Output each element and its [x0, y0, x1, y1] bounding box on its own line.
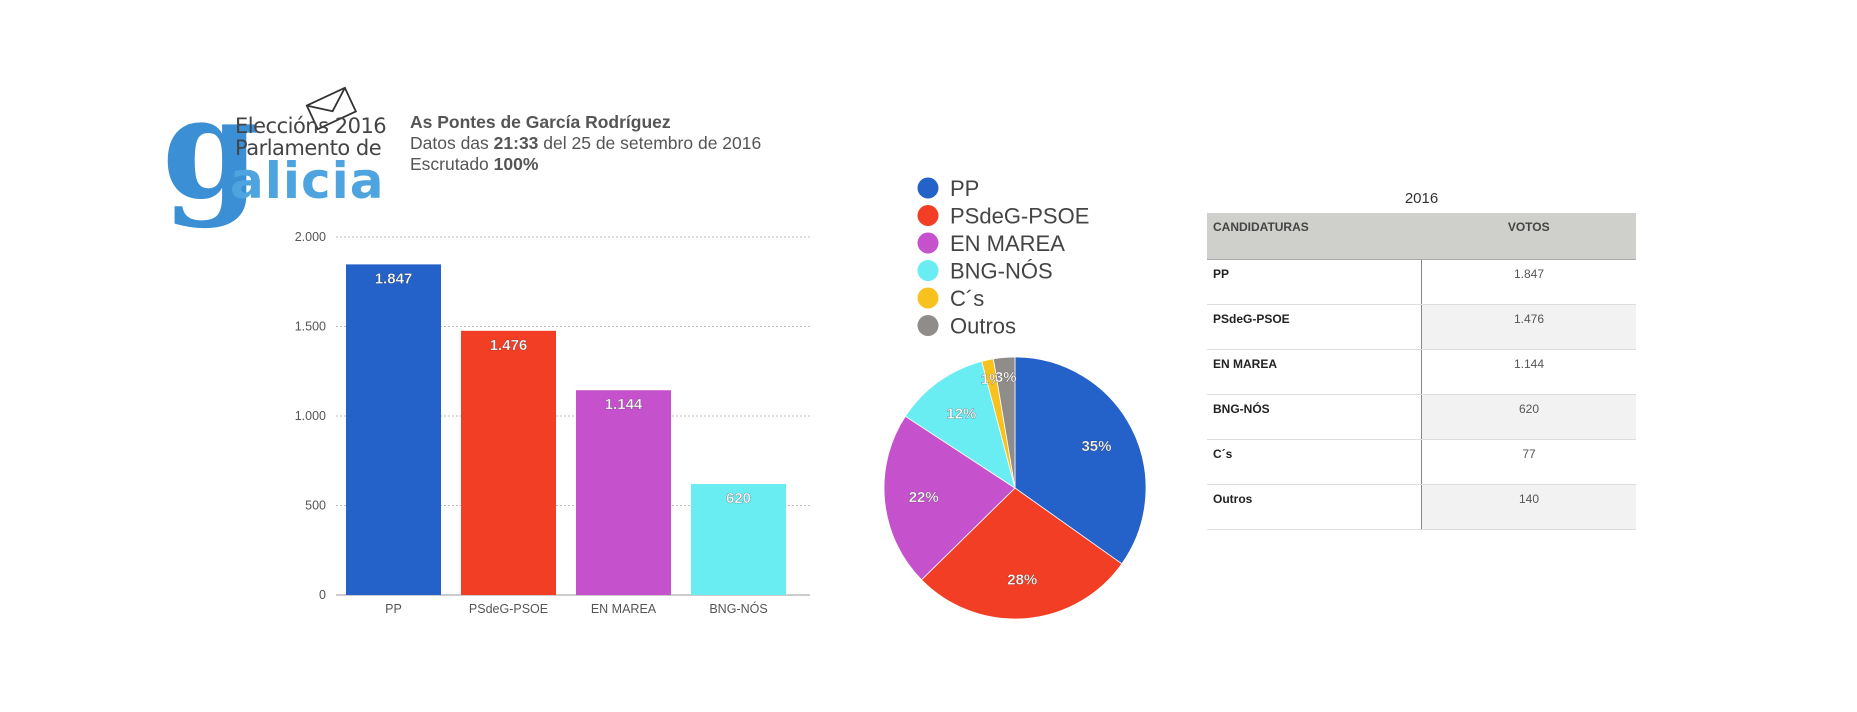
candidate-name: PSdeG-PSOE	[1207, 304, 1422, 350]
pie-percent-label: 35%	[1081, 438, 1111, 455]
table-row: PP 1.847	[1207, 259, 1636, 305]
bar-value-label: 1.847	[375, 270, 413, 287]
bar	[461, 330, 556, 595]
vote-count: 77	[1421, 439, 1636, 485]
legend-swatch	[917, 315, 939, 336]
y-tick-label: 2.000	[295, 230, 326, 244]
x-tick-label: BNG-NÓS	[709, 601, 767, 616]
legend-label: EN MAREA	[950, 231, 1065, 256]
legend-swatch	[917, 287, 939, 309]
table-row: BNG-NÓS 620	[1207, 394, 1636, 440]
scrutiny-value: 100%	[493, 154, 539, 174]
place-name: As Pontes de García Rodríguez	[410, 112, 671, 132]
votes-table: 2016 CANDIDATURAS VOTOS PP 1.847 PSdeG-PSO…	[1207, 190, 1636, 530]
table-row: C´s 77	[1207, 439, 1636, 485]
envelope-icon	[305, 86, 358, 131]
candidate-name: PP	[1207, 259, 1422, 305]
legend-label: Outros	[950, 314, 1016, 339]
legend-label: PSdeG-PSOE	[950, 204, 1089, 229]
pie-percent-label: 22%	[909, 489, 939, 506]
pie-slice	[1014, 356, 1147, 565]
y-tick-label: 0	[319, 588, 326, 602]
data-time-line: Datos das 21:33 del 25 de setembro de 20…	[410, 133, 761, 154]
data-time: 21:33	[493, 133, 539, 153]
candidate-name: EN MAREA	[1207, 349, 1422, 395]
table-row: Outros 140	[1207, 484, 1636, 530]
candidate-name: Outros	[1207, 484, 1422, 530]
x-tick-label: EN MAREA	[591, 602, 657, 616]
candidate-name: BNG-NÓS	[1207, 394, 1422, 440]
pie-percent-label: 28%	[1007, 571, 1037, 588]
pie-slice	[992, 356, 1016, 489]
bar-value-label: 1.144	[605, 396, 643, 413]
logo-line1: Eleccións 2016	[235, 114, 387, 138]
vote-count: 620	[1421, 394, 1636, 440]
pie-slice	[883, 415, 1016, 581]
scrutiny-line: Escrutado 100%	[410, 154, 761, 175]
y-tick-label: 500	[305, 499, 326, 513]
x-tick-label: PSdeG-PSOE	[469, 602, 548, 616]
pie-slice	[920, 487, 1123, 620]
pie-percent-label: 3%	[995, 369, 1017, 386]
x-tick-label: PP	[385, 602, 402, 616]
vote-count: 1.476	[1421, 304, 1636, 350]
vote-count: 1.847	[1421, 259, 1636, 305]
logo-line2: Parlamento de	[235, 136, 382, 160]
column-header-votos: VOTOS	[1421, 213, 1636, 260]
vote-count: 1.144	[1421, 349, 1636, 395]
pie-percent-label: 12%	[946, 406, 976, 423]
scrutiny-prefix: Escrutado	[410, 154, 494, 174]
logo-text: Eleccións 2016 Parlamento de	[235, 114, 387, 160]
table-header-row: CANDIDATURAS VOTOS	[1207, 213, 1636, 260]
legend-swatch	[917, 177, 939, 199]
legend-swatch	[917, 205, 939, 226]
results-table: CANDIDATURAS VOTOS PP 1.847 PSdeG-PSOE 1.47…	[1207, 213, 1636, 530]
bar	[576, 390, 671, 595]
bar-value-label: 1.476	[490, 337, 528, 354]
pie-slice	[904, 360, 1016, 489]
table-title: 2016	[1404, 190, 1439, 207]
data-suffix: del 25 de setembro de 2016	[538, 133, 762, 153]
data-prefix: Datos das	[410, 133, 494, 153]
bar	[691, 484, 786, 595]
vote-count: 140	[1421, 484, 1636, 530]
table-row: PSdeG-PSOE 1.476	[1207, 304, 1636, 350]
legend-swatch	[917, 232, 939, 254]
bar-value-label: 620	[726, 490, 751, 507]
bar	[346, 264, 441, 595]
y-tick-label: 1.500	[295, 320, 326, 334]
legend-label: BNG-NÓS	[950, 259, 1053, 284]
logo-g-letter: g	[162, 67, 260, 231]
candidate-name: C´s	[1207, 439, 1422, 485]
logo-brand: alicia	[230, 152, 385, 210]
y-tick-label: 1.000	[295, 409, 326, 423]
column-header-candidaturas: CANDIDATURAS	[1207, 213, 1422, 260]
table-row: EN MAREA 1.144	[1207, 349, 1636, 395]
legend-label: C´s	[950, 286, 984, 311]
votes-bar-chart: 0 500 1.000 1.500 2.000 1.847 PP 1.476 PSdeG-PSO…	[295, 230, 810, 616]
results-info: As Pontes de García Rodríguez Datos das …	[410, 112, 761, 175]
legend-swatch	[917, 260, 939, 281]
legend-label: PP	[950, 176, 979, 201]
